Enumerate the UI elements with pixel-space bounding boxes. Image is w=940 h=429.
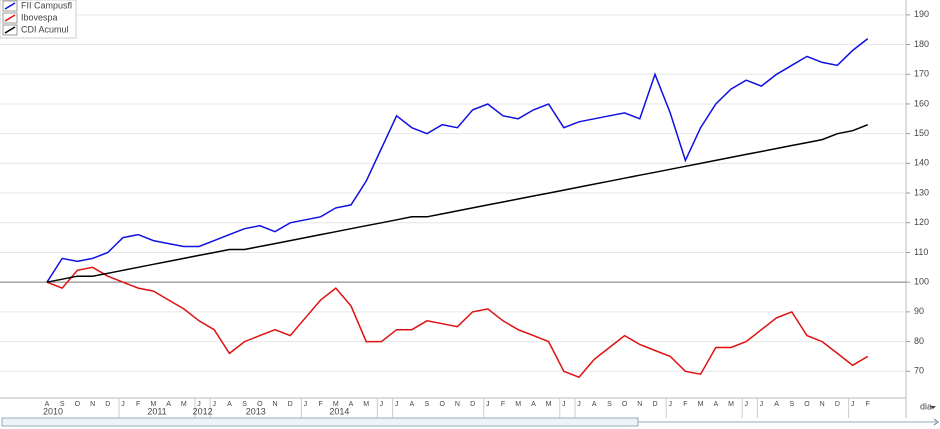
x-tick-label: J: [851, 401, 855, 408]
y-tick-label: 100: [914, 277, 929, 287]
year-label: 2014: [329, 406, 349, 416]
x-tick-label: J: [668, 401, 672, 408]
x-tick-label: J: [744, 401, 748, 408]
y-tick-label: 170: [914, 69, 929, 79]
x-tick-label: N: [820, 401, 825, 408]
x-tick-label: F: [866, 401, 870, 408]
x-tick-label: N: [455, 401, 460, 408]
x-tick-label: S: [789, 401, 794, 408]
x-tick-label: A: [713, 401, 718, 408]
series-line: [46, 38, 869, 283]
x-tick-label: A: [349, 401, 354, 408]
x-tick-label: J: [395, 401, 399, 408]
x-tick-label: D: [835, 401, 840, 408]
y-tick-label: 120: [914, 217, 929, 227]
year-label: 2010: [43, 406, 63, 416]
x-tick-label: S: [425, 401, 430, 408]
y-tick-label: 90: [914, 306, 924, 316]
x-tick-label: F: [136, 401, 140, 408]
legend-label: FII Campusfl: [21, 0, 72, 10]
x-tick-label: A: [531, 401, 536, 408]
legend-line: [4, 2, 16, 10]
x-tick-label: J: [304, 401, 308, 408]
x-tick-label: J: [760, 401, 764, 408]
y-tick-label: 80: [914, 336, 924, 346]
year-label: 2013: [246, 406, 266, 416]
x-tick-label: J: [212, 401, 216, 408]
x-tick-label: D: [288, 401, 293, 408]
series-line: [46, 124, 869, 283]
plot-area: [0, 0, 906, 398]
x-tick-label: J: [197, 401, 201, 408]
y-tick-label: 150: [914, 128, 929, 138]
series-line: [46, 266, 869, 379]
year-label: 2012: [193, 406, 213, 416]
year-label: 2011: [147, 406, 166, 416]
x-tick-label: F: [683, 401, 687, 408]
x-tick-label: O: [75, 401, 81, 408]
legend: FII Campusfl Ibovespa CDI Acumul: [0, 0, 77, 39]
x-tick-label: O: [439, 401, 445, 408]
x-tick-label: O: [622, 401, 628, 408]
dropdown-arrow[interactable]: [930, 406, 936, 409]
x-tick-label: S: [60, 401, 65, 408]
x-tick-label: O: [257, 401, 263, 408]
x-tick-label: A: [409, 401, 414, 408]
x-tick-label: S: [607, 401, 612, 408]
legend-line: [4, 14, 16, 22]
x-tick-label: J: [380, 401, 384, 408]
x-tick-label: D: [105, 401, 110, 408]
scrollbar-thumb[interactable]: [1, 417, 639, 427]
x-tick-label: D: [652, 401, 657, 408]
legend-label: Ibovespa: [21, 12, 58, 22]
y-tick-label: 110: [914, 247, 928, 257]
y-tick-label: 70: [914, 366, 924, 376]
y-tick-label: 140: [914, 158, 929, 168]
x-tick-label: J: [121, 401, 125, 408]
x-tick-label: O: [804, 401, 810, 408]
x-tick-label: N: [272, 401, 277, 408]
scroll-arrow[interactable]: [933, 418, 939, 426]
y-tick-label: 160: [914, 98, 929, 108]
x-tick-label: N: [637, 401, 642, 408]
x-tick-label: M: [181, 401, 187, 408]
period-selector[interactable]: dia: [920, 401, 932, 411]
x-tick-label: D: [470, 401, 475, 408]
x-tick-label: J: [577, 401, 581, 408]
x-tick-label: M: [698, 401, 704, 408]
x-tick-label: A: [774, 401, 779, 408]
x-tick-label: S: [242, 401, 247, 408]
y-tick-label: 130: [914, 187, 929, 197]
x-tick-label: A: [592, 401, 597, 408]
x-tick-label: M: [333, 401, 339, 408]
x-tick-label: N: [90, 401, 95, 408]
x-tick-label: A: [166, 401, 171, 408]
x-tick-label: F: [318, 401, 322, 408]
legend-line: [4, 26, 16, 34]
x-tick-label: M: [728, 401, 734, 408]
x-tick-label: F: [501, 401, 505, 408]
y-tick-label: 180: [914, 39, 929, 49]
x-tick-label: J: [486, 401, 490, 408]
x-tick-label: M: [363, 401, 369, 408]
x-tick-label: A: [45, 401, 50, 408]
x-tick-label: A: [227, 401, 232, 408]
y-tick-label: 190: [914, 9, 929, 19]
x-tick-label: M: [546, 401, 552, 408]
x-tick-label: M: [150, 401, 156, 408]
legend-label: CDI Acumul: [21, 24, 69, 34]
x-tick-label: J: [562, 401, 566, 408]
x-tick-label: M: [515, 401, 521, 408]
